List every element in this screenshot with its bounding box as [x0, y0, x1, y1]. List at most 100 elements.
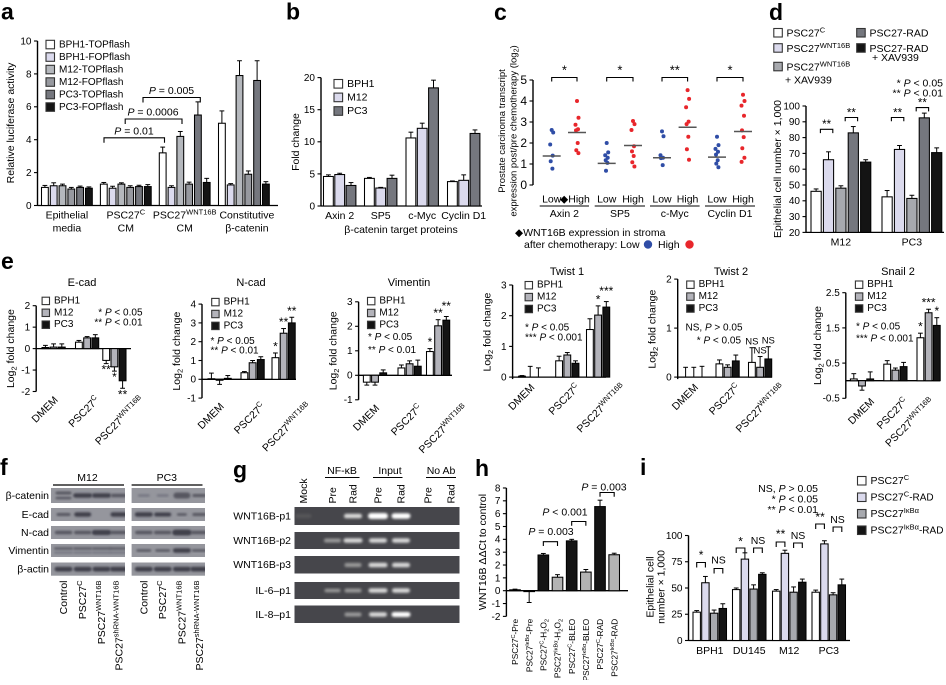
svg-text:10: 10 [20, 36, 32, 47]
svg-text:P = 0.01: P = 0.01 [114, 126, 154, 138]
svg-text:Pre: Pre [373, 487, 385, 504]
svg-text:Log2 fold change: Log2 fold change [328, 311, 342, 390]
svg-text:SP5: SP5 [371, 210, 391, 222]
svg-text:P = 0.005: P = 0.005 [149, 85, 194, 97]
svg-text:NS, P > 0.05: NS, P > 0.05 [758, 483, 818, 495]
svg-text:** P < 0.01: ** P < 0.01 [211, 346, 260, 357]
svg-text:M12: M12 [831, 237, 852, 249]
svg-text:M12-TOPflash: M12-TOPflash [59, 65, 123, 76]
svg-text:5: 5 [309, 169, 315, 180]
svg-text:b: b [286, 0, 300, 25]
svg-text:** P < 0.01: ** P < 0.01 [94, 318, 143, 329]
svg-text:h: h [475, 455, 489, 481]
svg-text:*: * [727, 63, 732, 78]
svg-text:**: ** [822, 119, 831, 131]
svg-text:*** P < 0.001: *** P < 0.001 [525, 333, 583, 344]
svg-text:Rad: Rad [396, 484, 408, 503]
svg-text:β-actin: β-actin [17, 564, 49, 576]
svg-text:NS: NS [711, 555, 726, 567]
svg-text:c-Myc: c-Myc [408, 210, 436, 222]
svg-text:c: c [494, 0, 507, 25]
svg-text:PC3: PC3 [379, 319, 399, 330]
svg-text:NS: NS [762, 336, 775, 347]
svg-text:BPH1-TOPflash: BPH1-TOPflash [59, 40, 130, 51]
svg-text:1: 1 [495, 573, 501, 584]
svg-text:Constitutive: Constitutive [219, 210, 274, 222]
svg-text:CM: CM [118, 223, 134, 235]
svg-text:BPH1: BPH1 [696, 645, 724, 657]
svg-text:PC3: PC3 [902, 237, 923, 249]
svg-text:90: 90 [789, 117, 801, 128]
svg-text:4: 4 [26, 135, 32, 146]
svg-text:* P < 0.05: * P < 0.05 [772, 494, 819, 506]
svg-text:1: 1 [666, 324, 672, 335]
svg-text:PC3-FOPflash: PC3-FOPflash [59, 102, 123, 113]
svg-text:PSC27-RAD: PSC27-RAD [870, 28, 929, 40]
svg-text:Prostate carcinoma transcript: Prostate carcinoma transcript [497, 69, 508, 193]
svg-text:PSC27C: PSC27C [871, 473, 910, 487]
svg-text:*: * [428, 335, 433, 349]
svg-text:1.5: 1.5 [826, 323, 840, 334]
svg-text:Snail 2: Snail 2 [881, 266, 915, 278]
svg-text:High: High [622, 194, 644, 206]
svg-text:PSC27IκBα-BLEO: PSC27IκBα-BLEO [581, 618, 591, 680]
svg-text:**: ** [118, 387, 128, 401]
svg-text:0: 0 [677, 636, 683, 647]
svg-text:100: 100 [783, 101, 800, 112]
svg-text:M12: M12 [224, 309, 244, 320]
svg-text:* P < 0.05: * P < 0.05 [211, 336, 256, 347]
svg-text:Vimentin: Vimentin [388, 277, 431, 289]
svg-text:High: High [677, 194, 699, 206]
svg-text:-1: -1 [344, 395, 353, 406]
svg-text:M12: M12 [379, 308, 399, 319]
svg-text:M12: M12 [77, 472, 98, 484]
svg-text:0: 0 [666, 373, 672, 384]
svg-text:No Ab: No Ab [427, 465, 456, 477]
svg-text:0: 0 [501, 373, 507, 384]
svg-text:**: ** [847, 107, 856, 119]
svg-text:High: High [732, 194, 754, 206]
svg-text:PC3: PC3 [347, 105, 368, 117]
svg-text:0: 0 [495, 586, 501, 597]
svg-text:BPH1: BPH1 [224, 297, 251, 308]
svg-text:c-Myc: c-Myc [661, 208, 689, 220]
svg-text:**: ** [433, 306, 443, 320]
svg-text:60: 60 [789, 165, 801, 176]
svg-text:Cyclin D1: Cyclin D1 [708, 208, 753, 220]
svg-text:50: 50 [671, 583, 683, 594]
svg-text:6: 6 [495, 509, 501, 520]
svg-text:*: * [934, 304, 939, 318]
svg-text:BPH1: BPH1 [54, 295, 81, 306]
svg-text:NS: NS [745, 337, 758, 348]
svg-text:3: 3 [190, 318, 196, 329]
svg-text:Control: Control [138, 581, 150, 615]
svg-text:Epithelial cell number × 1,000: Epithelial cell number × 1,000 [772, 100, 784, 238]
svg-text:**: ** [918, 97, 927, 109]
svg-text:1: 1 [501, 342, 507, 353]
svg-text:Log2 fold change: Log2 fold change [482, 292, 496, 371]
svg-text:PSC27C-BLEO: PSC27C-BLEO [567, 618, 577, 674]
svg-text:Mock: Mock [298, 478, 310, 504]
svg-text:a: a [1, 0, 14, 25]
svg-text:-1: -1 [491, 599, 500, 610]
svg-text:M12: M12 [699, 291, 719, 302]
svg-text:6: 6 [26, 102, 32, 113]
svg-text:2: 2 [190, 337, 196, 348]
svg-text:β-catenin: β-catenin [6, 490, 50, 502]
svg-text:0.5: 0.5 [826, 359, 840, 370]
svg-text:PC3: PC3 [224, 320, 244, 331]
svg-text:PSC27C-Pre: PSC27C-Pre [510, 618, 520, 664]
svg-text:10: 10 [304, 137, 316, 148]
svg-text:BPH1: BPH1 [699, 279, 726, 290]
svg-text:NS, P > 0.05: NS, P > 0.05 [686, 323, 743, 334]
svg-text:PC3: PC3 [819, 645, 840, 657]
svg-text:BPH1: BPH1 [537, 280, 564, 291]
svg-text:Control: Control [58, 581, 70, 615]
svg-text:3: 3 [520, 115, 527, 129]
svg-text:E-cad: E-cad [68, 277, 97, 289]
svg-text:*: * [596, 292, 601, 306]
svg-text:0: 0 [190, 375, 196, 386]
svg-text:**: ** [279, 315, 289, 329]
svg-text:WNT16B-p1: WNT16B-p1 [233, 511, 291, 523]
svg-text:β-catenin: β-catenin [225, 223, 269, 235]
